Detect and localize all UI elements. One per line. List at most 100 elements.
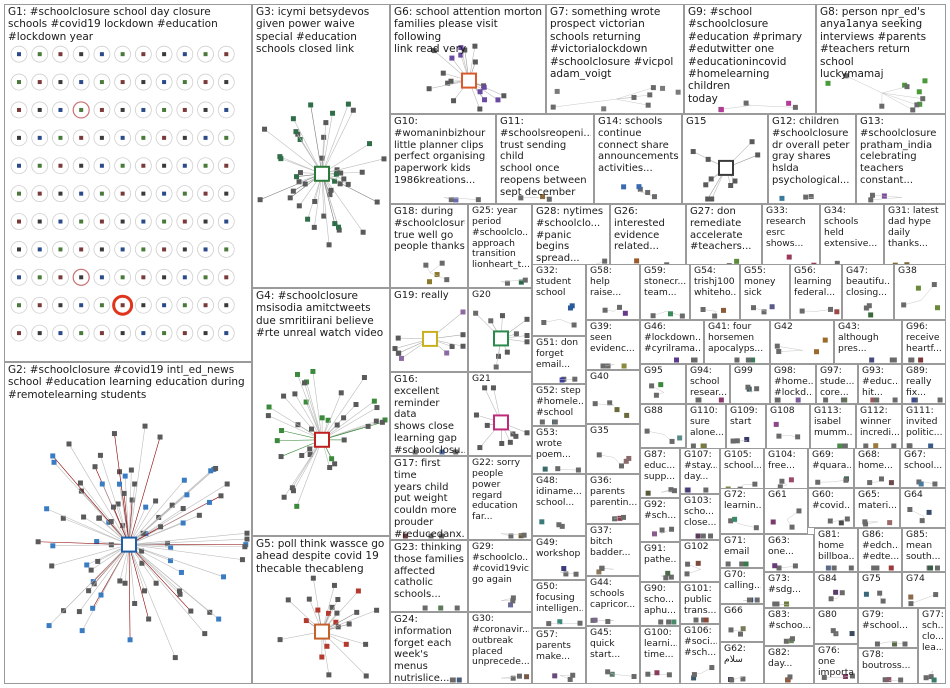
node	[734, 438, 740, 444]
group-graph-g95	[649, 382, 665, 398]
self-loop-node	[10, 185, 28, 203]
edge	[293, 439, 323, 491]
node	[827, 518, 833, 524]
edge	[128, 544, 180, 592]
group-cell-g98: G98: #home... #lockd...	[770, 364, 816, 404]
group-graph-g79	[874, 641, 908, 647]
node	[182, 163, 187, 168]
node	[382, 417, 388, 423]
node	[473, 412, 479, 418]
edge	[615, 98, 649, 106]
node	[181, 477, 187, 483]
node	[539, 519, 545, 525]
self-loop-node	[134, 45, 152, 63]
node	[312, 198, 318, 204]
node	[671, 619, 677, 625]
node	[153, 498, 159, 504]
edge	[321, 173, 339, 228]
hub-node	[422, 330, 438, 347]
node	[120, 247, 125, 252]
group-graph-g98	[774, 397, 801, 403]
node	[783, 638, 789, 644]
node	[701, 617, 707, 623]
node	[37, 135, 42, 140]
group-graph-g100	[645, 670, 672, 678]
self-loop-node	[72, 185, 90, 203]
group-cell-g46: G46: #lockdown... #cyrilrama...	[640, 320, 704, 364]
node	[729, 677, 735, 683]
node	[650, 313, 656, 319]
self-loop-node	[72, 213, 90, 230]
node	[840, 397, 846, 403]
self-loop-node	[217, 296, 235, 314]
node	[182, 107, 187, 112]
group-cell-g36: G36: parents parentin...	[586, 474, 640, 524]
node	[513, 433, 519, 439]
node	[691, 672, 697, 678]
group-cell-g62: G62: سلام	[720, 642, 764, 684]
self-loop-node	[176, 185, 194, 203]
node	[99, 481, 105, 487]
group-graph-g15	[690, 139, 761, 202]
edge	[553, 98, 617, 108]
node	[510, 595, 516, 601]
node	[99, 163, 104, 168]
node	[754, 597, 760, 603]
node	[224, 219, 229, 224]
group-cell-g86: G86: #edch... #edte...	[858, 528, 902, 572]
node	[460, 309, 466, 315]
group-cell-g58: G58: help raise...	[586, 264, 640, 320]
group-cell-g112: G112: winner incredi...	[856, 404, 902, 450]
group-cell-g50: G50: focusing intelligen...	[532, 580, 586, 628]
group-cell-g40: G40	[586, 370, 640, 424]
group-cell-g9: G9: #school #schoolclosure #education #p…	[684, 4, 816, 114]
self-loop-node	[52, 324, 69, 342]
group-cell-g85: G85: mean south...	[902, 528, 946, 572]
group-graph-g22	[500, 532, 527, 539]
group-graph-g88	[644, 428, 683, 444]
node	[79, 80, 84, 85]
node	[58, 247, 63, 252]
node	[343, 641, 349, 647]
self-loop-node	[134, 129, 152, 147]
node	[381, 156, 387, 162]
node	[541, 319, 547, 325]
group-graph-g108	[773, 421, 801, 440]
node	[117, 481, 123, 487]
node	[341, 437, 347, 443]
node	[203, 107, 208, 112]
node	[439, 260, 445, 266]
node	[518, 533, 524, 539]
self-loop-node	[93, 157, 111, 175]
node	[84, 562, 90, 568]
group-graph-g46	[674, 357, 698, 363]
node	[438, 605, 444, 611]
edge	[777, 345, 804, 351]
self-loop-node	[72, 73, 90, 91]
node	[141, 107, 146, 112]
node	[567, 305, 573, 311]
node	[58, 163, 63, 168]
node	[146, 616, 152, 622]
node	[99, 107, 104, 112]
node	[499, 440, 505, 446]
node	[265, 413, 271, 419]
group-cell-g1: G1: #schoolclosure school day closure sc…	[4, 4, 252, 362]
edge	[268, 406, 323, 441]
node	[277, 637, 283, 643]
node	[823, 397, 829, 403]
group-cell-g94: G94: school resear...	[686, 364, 730, 404]
node	[863, 443, 869, 449]
node	[703, 487, 709, 493]
node	[290, 488, 296, 494]
node	[690, 443, 696, 449]
node	[653, 392, 659, 398]
node	[728, 183, 734, 189]
node	[761, 309, 767, 315]
group-graph-g92	[652, 526, 675, 537]
group-cell-g64: G64	[900, 488, 946, 528]
node	[720, 307, 726, 313]
node	[224, 52, 229, 57]
node	[605, 363, 611, 369]
group-graph-g14	[621, 184, 657, 200]
